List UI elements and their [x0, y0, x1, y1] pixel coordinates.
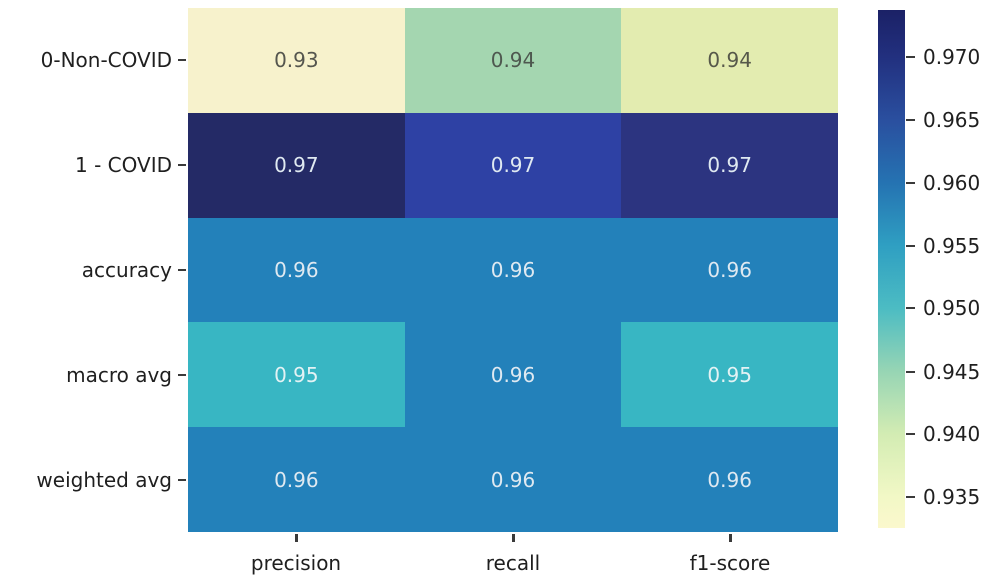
- tick-mark: [729, 534, 732, 542]
- colorbar-tick: 0.940: [906, 422, 980, 446]
- heatmap-grid: 0.93 0.94 0.94 0.97 0.97 0.97 0.96 0.96 0.96 0.95…: [188, 8, 838, 532]
- colorbar-tick-label: 0.945: [923, 360, 981, 384]
- colorbar-tick-label: 0.935: [923, 485, 981, 509]
- heatmap-cell: 0.97: [188, 112, 405, 218]
- heatmap-cell: 0.96: [188, 217, 405, 323]
- tick-mark: [295, 534, 298, 542]
- colorbar-tick: 0.955: [906, 234, 980, 258]
- tick-mark: [906, 370, 915, 374]
- colorbar-tick: 0.945: [906, 360, 980, 384]
- x-tick-label-recall: recall: [485, 551, 541, 575]
- tick-mark: [178, 373, 186, 377]
- tick-mark: [178, 478, 186, 482]
- tick-mark: [906, 495, 915, 499]
- colorbar-gradient: [878, 10, 905, 528]
- y-tick-label-weighted-avg: weighted avg: [36, 468, 186, 492]
- colorbar-tick: 0.950: [906, 296, 980, 320]
- colorbar-tick: 0.935: [906, 485, 980, 509]
- heatmap-cell: 0.96: [188, 427, 405, 532]
- colorbar-tick-label: 0.950: [923, 296, 981, 320]
- heatmap-cell: 0.96: [621, 217, 838, 323]
- heatmap-cell: 0.97: [404, 112, 622, 218]
- x-tick-label-precision: precision: [250, 551, 342, 575]
- y-tick-text: macro avg: [66, 363, 172, 387]
- y-tick-text: 1 - COVID: [75, 153, 172, 177]
- y-tick-text: weighted avg: [36, 468, 172, 492]
- heatmap-cell: 0.95: [188, 322, 405, 428]
- tick-mark: [906, 244, 915, 248]
- tick-mark: [906, 55, 915, 59]
- heatmap-cell: 0.96: [404, 217, 622, 323]
- y-tick-label-0-non-covid: 0-Non-COVID: [41, 48, 186, 72]
- heatmap-cell: 0.96: [621, 427, 838, 532]
- colorbar-tick-label: 0.955: [923, 234, 981, 258]
- heatmap-cell: 0.93: [188, 8, 405, 113]
- tick-mark: [178, 268, 186, 272]
- heatmap-cell: 0.96: [404, 322, 622, 428]
- y-tick-label-macro-avg: macro avg: [66, 363, 186, 387]
- y-tick-label-1-covid: 1 - COVID: [75, 153, 186, 177]
- heatmap-cell: 0.97: [621, 112, 838, 218]
- heatmap-cell: 0.94: [621, 8, 838, 113]
- tick-mark: [512, 534, 515, 542]
- tick-mark: [178, 163, 186, 167]
- tick-mark: [906, 181, 915, 185]
- colorbar-tick-label: 0.960: [923, 171, 981, 195]
- colorbar-tick-label: 0.970: [923, 45, 981, 69]
- x-tick-label-f1-score: f1-score: [689, 551, 771, 575]
- heatmap-cell: 0.96: [404, 427, 622, 532]
- tick-mark: [906, 432, 915, 436]
- tick-mark: [906, 306, 915, 310]
- y-tick-text: 0-Non-COVID: [40, 48, 172, 72]
- colorbar-tick-label: 0.940: [923, 422, 981, 446]
- heatmap-cell: 0.94: [404, 8, 622, 113]
- tick-mark: [178, 58, 186, 62]
- colorbar-tick: 0.960: [906, 171, 980, 195]
- y-tick-text: accuracy: [81, 258, 172, 282]
- colorbar-tick-label: 0.965: [923, 108, 981, 132]
- colorbar-tick: 0.970: [906, 45, 980, 69]
- y-tick-label-accuracy: accuracy: [82, 258, 186, 282]
- heatmap-cell: 0.95: [621, 322, 838, 428]
- tick-mark: [906, 118, 915, 122]
- colorbar-tick: 0.965: [906, 108, 980, 132]
